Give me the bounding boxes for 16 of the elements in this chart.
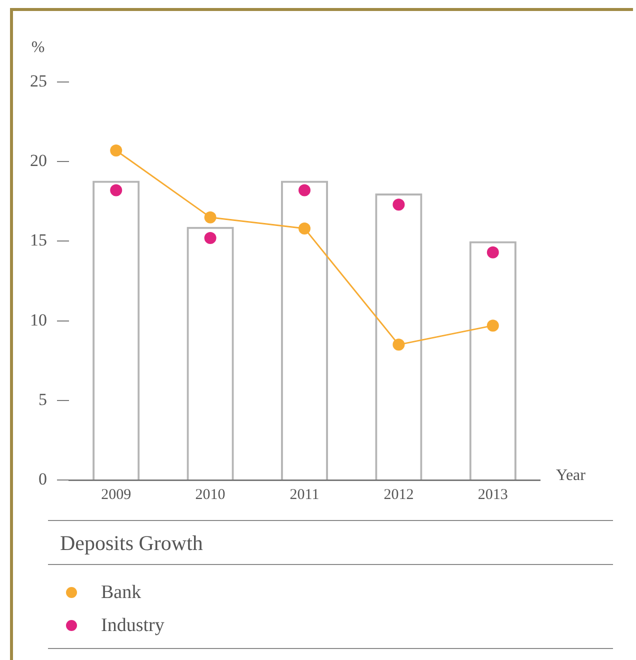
x-tick-label: 2013 bbox=[478, 486, 508, 503]
text: Deposits Growth bbox=[48, 520, 613, 565]
y-tick-label: 15 bbox=[30, 230, 47, 250]
y-axis-title: % bbox=[31, 39, 45, 56]
y-tick-label: 20 bbox=[30, 151, 47, 170]
x-axis-title: Year bbox=[556, 467, 586, 484]
x-tick-label: 2012 bbox=[384, 486, 414, 503]
x-tick-label: 2010 bbox=[195, 486, 226, 503]
legend-label: Industry bbox=[101, 614, 164, 636]
x-tick-label: 2011 bbox=[290, 486, 320, 503]
legend-label: Bank bbox=[101, 582, 142, 604]
y-tick-label: 25 bbox=[30, 71, 47, 90]
y-tick-label: 5 bbox=[38, 390, 47, 409]
y-tick-label: 10 bbox=[30, 310, 47, 330]
x-tick-label: 2009 bbox=[101, 486, 132, 503]
y-tick-label: 0 bbox=[38, 469, 47, 488]
